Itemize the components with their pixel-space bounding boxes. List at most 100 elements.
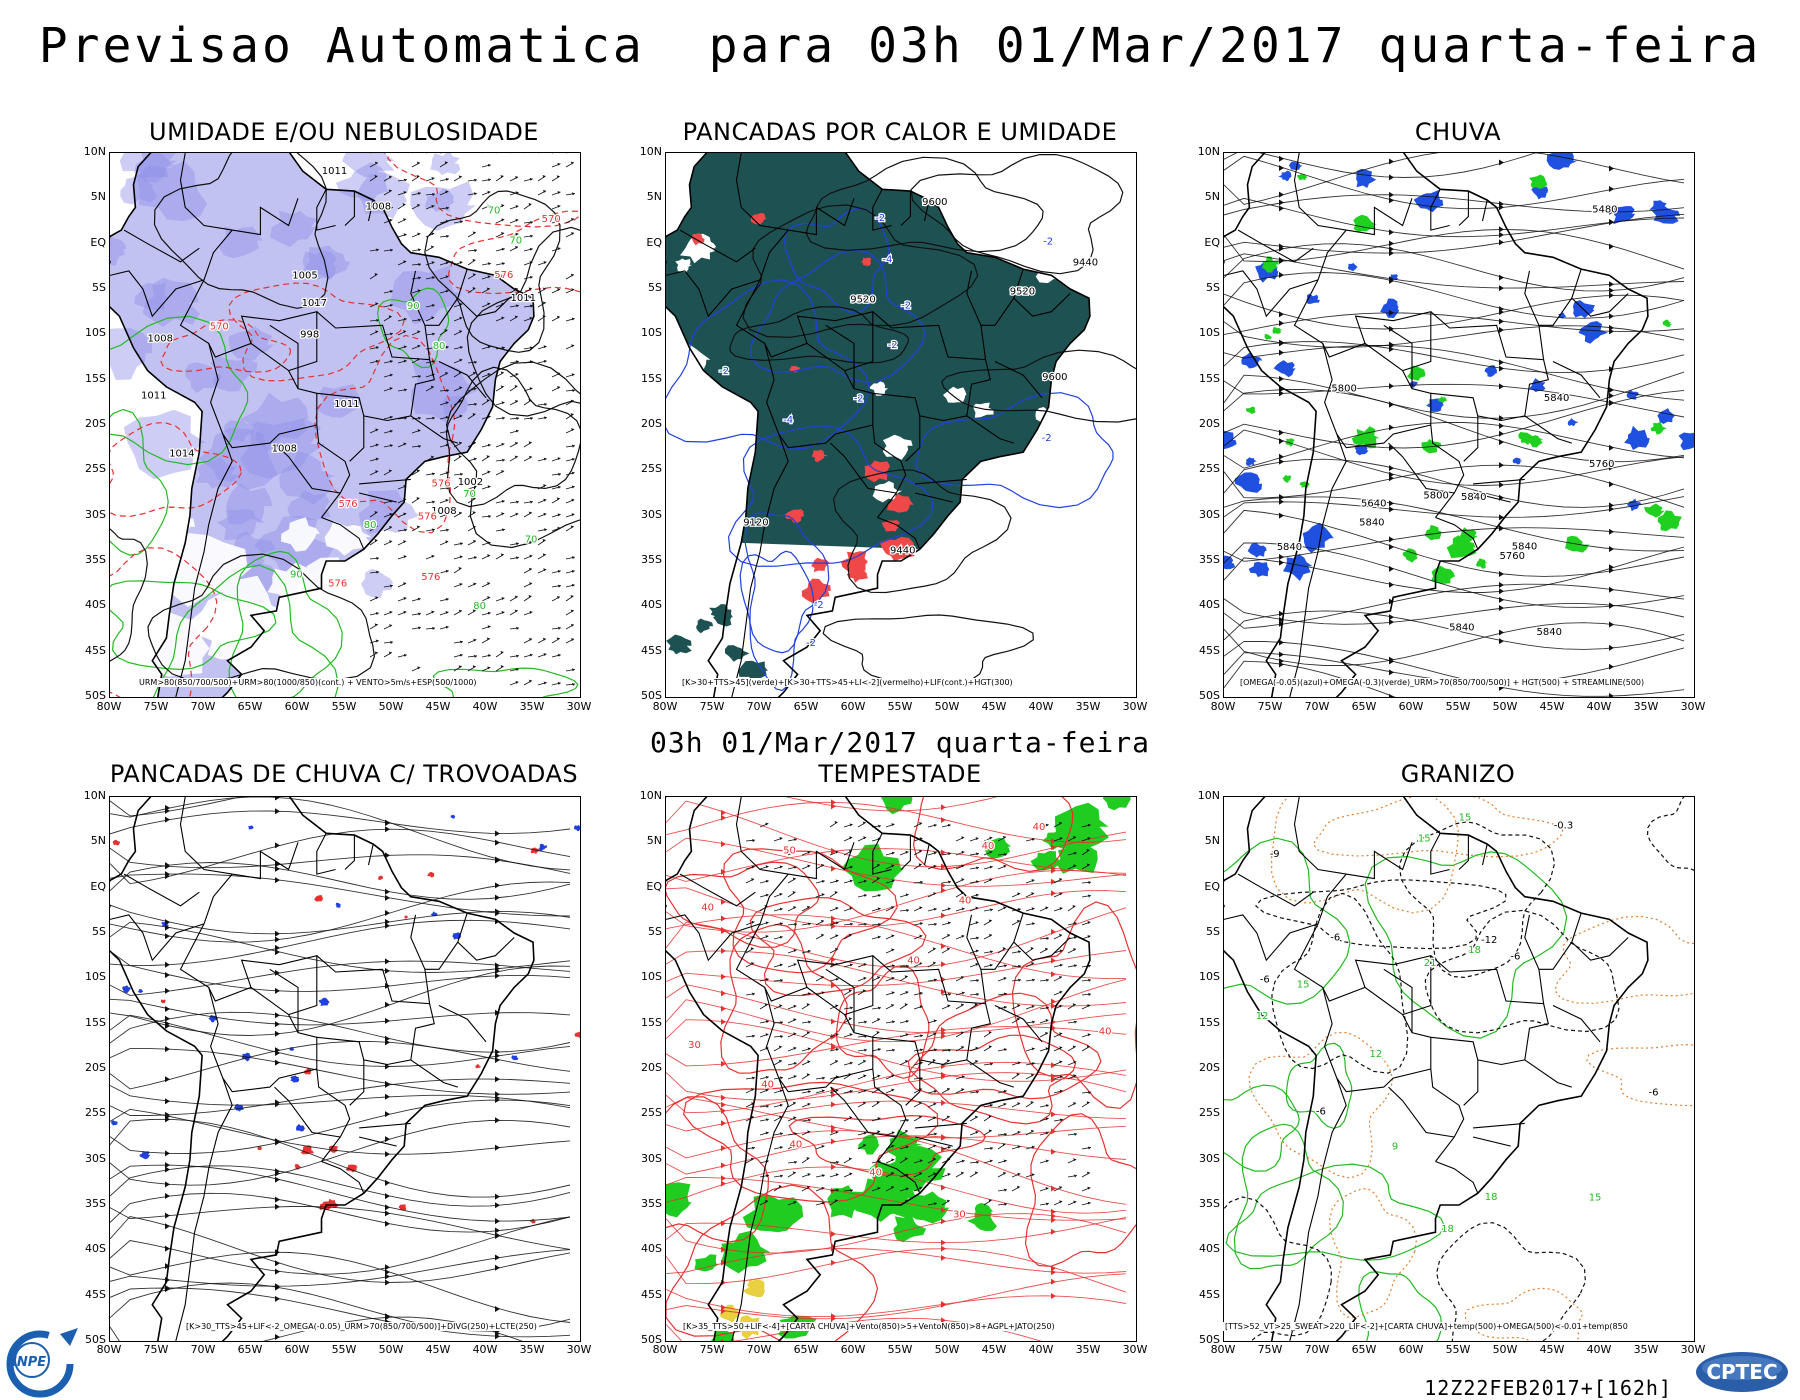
lat-tick-label: 10N: [83, 145, 106, 158]
contour-label: 15: [1589, 1193, 1602, 1204]
contour-label: 1011: [334, 399, 359, 410]
contour-label: 18: [1485, 1192, 1498, 1203]
contour-label: 18: [1468, 945, 1481, 956]
map-tempestade: 40 40 40 30 50 40 40 40 30 40 40 40: [665, 796, 1137, 1342]
inpe-logo-text: INPE: [12, 1355, 46, 1370]
lon-tick-label: 35W: [519, 1343, 545, 1356]
panel-caption: [K>35_TTS>50+LIF<-4]+[CARTA CHUVA]+Vento…: [681, 1322, 1057, 1331]
panel-caption: [K>30_TTS>45+LIF<-2_OMEGA(-0.05)_URM>70(…: [184, 1322, 539, 1331]
contour-label: 90: [407, 301, 420, 312]
panel-caption: [OMEGA(-0.05)(azul)+OMEGA(-0.3)(verde)_U…: [1238, 678, 1647, 687]
lat-tick-label: 50S: [641, 689, 662, 702]
contour-label: 30: [688, 1040, 701, 1051]
main-title: Previsao Automatica para 03h 01/Mar/2017…: [38, 18, 1762, 74]
lat-tick-label: 20S: [1199, 1061, 1220, 1074]
contour-label: 5800: [1423, 491, 1448, 502]
contour-label: -2: [854, 394, 864, 405]
lon-tick-label: 60W: [284, 1343, 310, 1356]
lat-tick-label: EQ: [1204, 879, 1220, 893]
contour-label: 570: [210, 321, 229, 332]
lat-tick-label: 5S: [648, 281, 662, 294]
lat-axis: 10N 5N EQ 5S 10S 15S 20S 25S 30S 35S 40S 45S 50S: [60, 789, 106, 1346]
contour-label: 15: [1418, 833, 1431, 844]
contour-label: 5840: [1537, 627, 1562, 638]
map-pancadas-calor: 9600 9520 9440 9120 9600 9520 9440 -2 -2 -2 -4 -2 -2…: [665, 152, 1137, 698]
contour-label: 576: [418, 512, 437, 523]
contour-label: 80: [473, 601, 486, 612]
lon-tick-label: 65W: [237, 700, 263, 713]
contour-label: 1005: [292, 270, 317, 281]
shaded-areas: [784, 449, 915, 603]
lon-tick-label: 45W: [425, 1343, 451, 1356]
streamlines: [666, 797, 1127, 1341]
lat-tick-label: 45S: [641, 643, 662, 657]
panel-caption: [K>30+TTS>45](verde)+[K>30+TTS>45+LI<-2]…: [680, 678, 1015, 687]
lat-tick-label: 15S: [641, 371, 662, 385]
lat-axis: 10N 5N EQ 5S 10S 15S 20S 25S 30S 35S 40S 45S 50S: [1174, 789, 1220, 1346]
contour-label: -0.3: [1554, 821, 1574, 832]
contour-label: 12: [1370, 1049, 1383, 1060]
contour-label: 1008: [366, 201, 391, 212]
lat-tick-label: 10S: [1199, 970, 1220, 984]
lon-axis: 80W 75W 70W 65W 60W 55W 50W 45W 40W 35W 30W: [653, 700, 1148, 716]
contour-label: 576: [421, 572, 440, 583]
model-run-label: 12Z22FEB2017+[162h]: [1424, 1376, 1672, 1400]
contour-label: 15: [1459, 813, 1472, 824]
lat-tick-label: 35S: [641, 1197, 662, 1210]
contour-label: -4: [882, 255, 892, 266]
lon-tick-label: 60W: [284, 700, 310, 713]
inpe-logo: INPE: [6, 1328, 78, 1398]
map-canvas: [110, 797, 580, 1341]
lat-tick-label: 25S: [1199, 1106, 1220, 1120]
lat-tick-label: 10N: [1197, 145, 1220, 158]
panel-caption: [TTS>52_VT>25_SWEAT>220_LIF<-2]+[CARTA C…: [1223, 1322, 1630, 1331]
contour-label: 90: [290, 569, 303, 580]
map-canvas: 9600 9520 9440 9120 9600 9520 9440 -2 -2 -2 -4 -2 -2…: [666, 153, 1136, 697]
contour-label: 15: [1297, 980, 1310, 991]
lat-tick-label: 25S: [641, 462, 662, 476]
lat-tick-label: EQ: [1204, 235, 1220, 249]
lat-tick-label: 30S: [641, 507, 662, 521]
lon-tick-label: 40W: [472, 1343, 498, 1356]
lon-tick-label: 65W: [1351, 700, 1377, 713]
lon-tick-label: 60W: [1398, 700, 1424, 713]
contour-label: -2: [888, 340, 898, 351]
lat-tick-label: 5S: [1206, 925, 1220, 938]
contour-label: 1011: [511, 293, 536, 304]
lat-tick-label: 30S: [641, 1151, 662, 1165]
lon-axis: 80W 75W 70W 65W 60W 55W 50W 45W 40W 35W 30W: [97, 700, 592, 716]
contour-label: 1017: [302, 298, 327, 309]
lon-tick-label: 35W: [1633, 700, 1659, 713]
contour-label: 40: [790, 1139, 803, 1150]
contour-label: 70: [463, 489, 476, 500]
coastline-borders: [110, 797, 535, 1341]
lat-tick-label: EQ: [90, 879, 106, 893]
lat-tick-label: 25S: [641, 1106, 662, 1120]
cptec-logo: CPTEC: [1696, 1352, 1788, 1392]
lon-tick-label: 50W: [1492, 1343, 1518, 1356]
lat-tick-label: 5S: [92, 925, 106, 938]
lat-tick-label: 10S: [85, 970, 106, 984]
lat-tick-label: 50S: [1199, 689, 1220, 702]
lat-tick-label: 20S: [641, 417, 662, 430]
contour-label: 30: [953, 1210, 966, 1221]
contour-label: -2: [814, 600, 824, 611]
lat-tick-label: 10S: [1199, 326, 1220, 340]
lat-tick-label: 45S: [1199, 643, 1220, 657]
lon-tick-label: 75W: [1257, 1343, 1283, 1356]
streamlines: [1224, 153, 1685, 697]
shaded-areas: [675, 233, 1121, 503]
lat-tick-label: EQ: [646, 879, 662, 893]
lat-axis: 10N 5N EQ 5S 10S 15S 20S 25S 30S 35S 40S 45S 50S: [1174, 145, 1220, 702]
lat-tick-label: 15S: [1199, 371, 1220, 385]
lat-tick-label: 10S: [641, 970, 662, 984]
map-canvas: 15 18 18 15 12 15 18 21 15 12 9 -6 -6 -6 -6 -6 -9 -12 -0.3: [1224, 797, 1694, 1341]
lat-tick-label: 40S: [1199, 1242, 1220, 1256]
lat-tick-label: 35S: [1199, 1197, 1220, 1210]
panel-caption: URM>80(850/700/500)+URM>80(1000/850)(con…: [137, 678, 479, 687]
lat-tick-label: 5N: [646, 834, 662, 848]
panel-title: PANCADAS POR CALOR E UMIDADE: [682, 118, 1118, 146]
contour-label: -2: [875, 213, 885, 224]
lat-tick-label: 5N: [90, 834, 106, 848]
